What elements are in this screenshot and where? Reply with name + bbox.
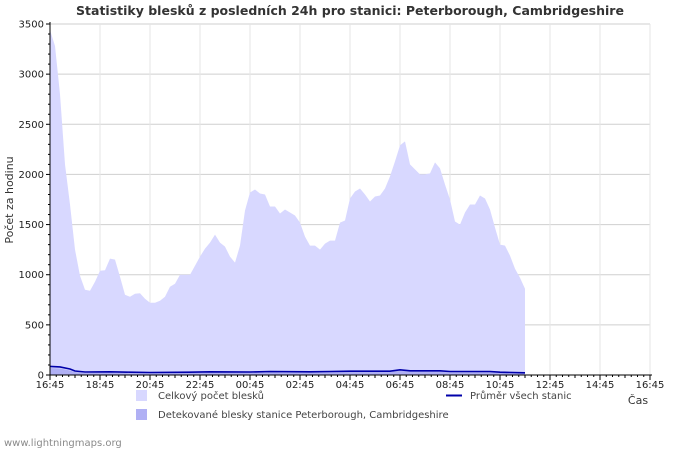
x-tick-label: 06:45: [386, 380, 415, 391]
x-tick-label: 18:45: [86, 380, 115, 391]
footer-credit: www.lightningmaps.org: [4, 438, 122, 449]
y-tick-label: 3500: [19, 20, 44, 31]
legend: Celkový počet blesků Detekované blesky st…: [136, 390, 572, 421]
plot-area: [49, 30, 526, 376]
series-line: [49, 365, 526, 374]
x-tick-label: 08:45: [436, 380, 465, 391]
x-axis-label: Čas: [628, 394, 648, 407]
x-tick-label: 16:45: [636, 380, 665, 391]
axes: [46, 22, 652, 380]
legend-swatch: [136, 409, 147, 420]
x-tick-label: 10:45: [486, 380, 515, 391]
y-tick-label: 0: [38, 371, 44, 382]
y-tick-label: 1000: [19, 270, 44, 281]
legend-label: Průměr všech stanic: [470, 390, 572, 402]
x-tick-label: 14:45: [586, 380, 615, 391]
x-tick-label: 16:45: [36, 380, 65, 391]
x-tick-label: 00:45: [236, 380, 265, 391]
x-tick-label: 20:45: [136, 380, 165, 391]
x-tick-label: 12:45: [536, 380, 565, 391]
x-tick-label: 04:45: [336, 380, 365, 391]
legend-item: Detekované blesky stanice Peterborough, …: [136, 409, 449, 421]
y-tick-label: 2500: [19, 120, 44, 131]
legend-label: Celkový počet blesků: [158, 390, 264, 402]
y-tick-label: 500: [25, 320, 44, 331]
legend-label: Detekované blesky stanice Peterborough, …: [158, 409, 449, 421]
y-tick-labels: 0 500 1000 1500 2000 2500 3000 3500: [19, 20, 44, 382]
y-tick-label: 3000: [19, 70, 44, 81]
chart-title: Statistiky blesků z posledních 24h pro s…: [76, 3, 624, 18]
legend-item: Celkový počet blesků: [136, 390, 264, 402]
series-area: [50, 30, 525, 376]
series-area: [50, 367, 525, 375]
x-tick-label: 02:45: [286, 380, 315, 391]
legend-item: Průměr všech stanic: [446, 390, 572, 402]
x-tick-label: 22:45: [186, 380, 215, 391]
y-tick-label: 2000: [19, 170, 44, 181]
legend-swatch: [136, 390, 147, 401]
y-tick-label: 1500: [19, 220, 44, 231]
y-axis-label: Počet za hodinu: [3, 156, 16, 243]
x-tick-labels: 16:45 18:45 20:45 22:45 00:45 02:45 04:45 06:45…: [36, 380, 665, 391]
